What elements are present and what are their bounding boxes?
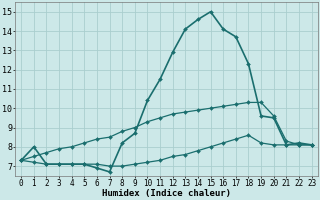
X-axis label: Humidex (Indice chaleur): Humidex (Indice chaleur) (102, 189, 231, 198)
